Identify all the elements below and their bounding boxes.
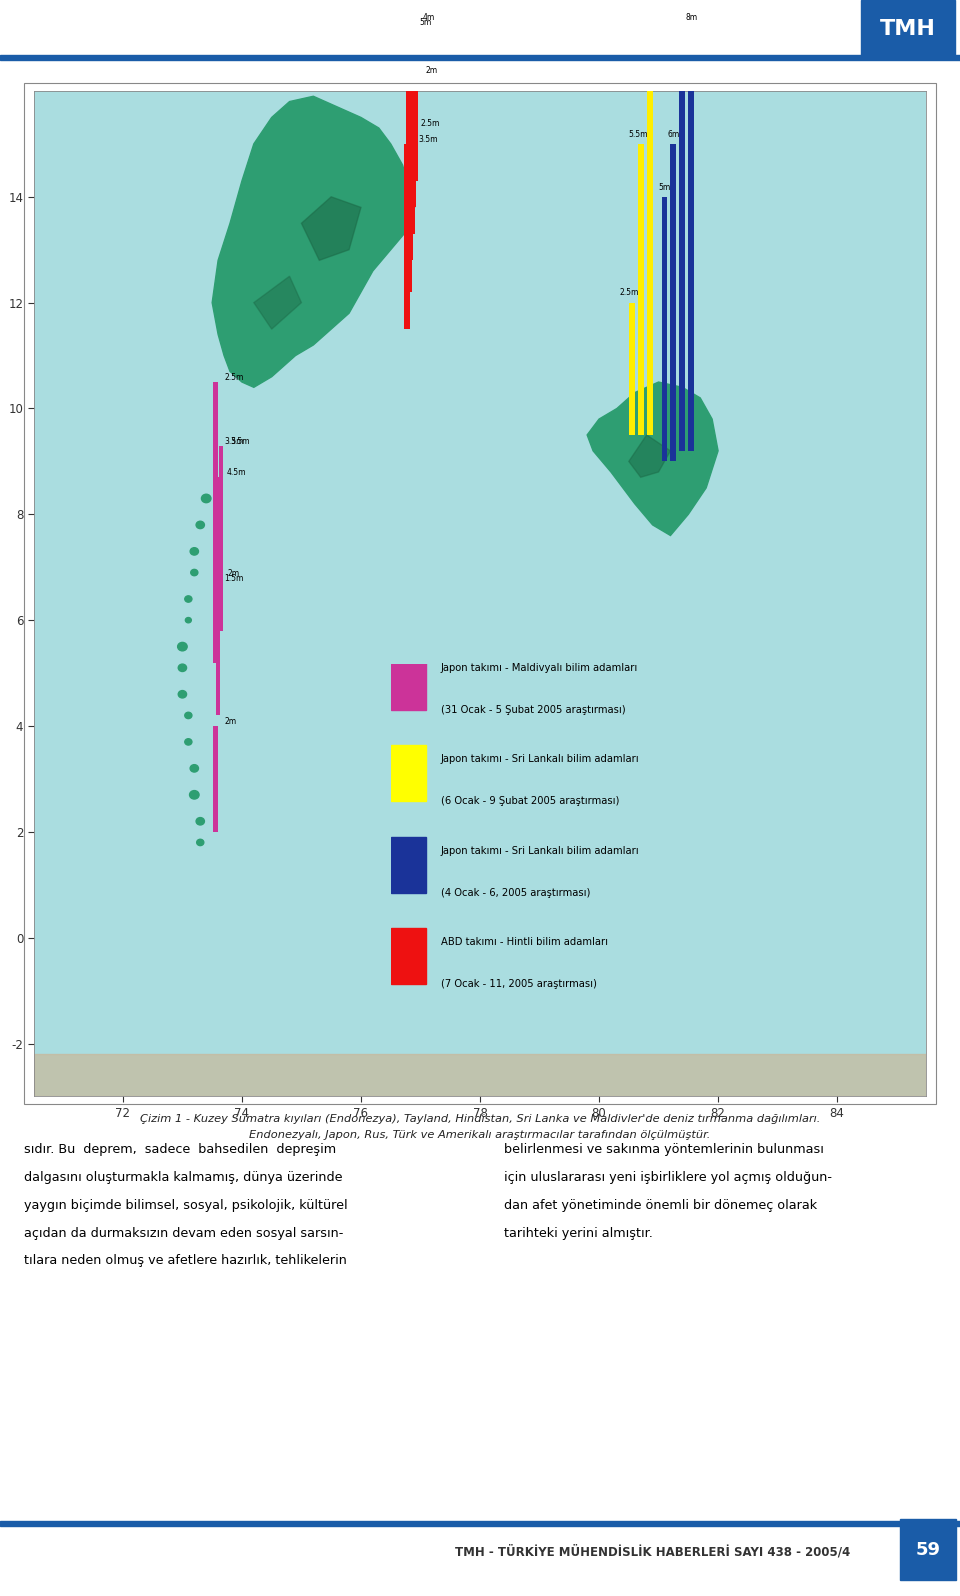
Circle shape (184, 712, 192, 718)
Bar (213, 445, 218, 630)
Bar (391, 653, 425, 710)
Text: Çizim 1 - Kuzey Sumatra kıyıları (Endonezya), Tayland, Hindistan, Sri Lanka ve M: Çizim 1 - Kuzey Sumatra kıyıları (Endone… (140, 1114, 820, 1124)
Text: 3.5m: 3.5m (230, 437, 250, 445)
Circle shape (197, 839, 204, 846)
Circle shape (202, 495, 211, 503)
Bar (0, 1521, 960, 1526)
Bar (661, 196, 667, 461)
Text: 2.5m: 2.5m (420, 120, 440, 128)
Text: 2.5m: 2.5m (619, 289, 638, 297)
Circle shape (196, 522, 204, 528)
Bar (680, 0, 685, 450)
Text: 3.5m: 3.5m (419, 136, 438, 144)
Circle shape (179, 691, 186, 697)
Bar (213, 381, 218, 514)
Bar (406, 27, 412, 292)
Bar (900, 1519, 956, 1580)
Text: yaygın biçimde bilimsel, sosyal, psikolojik, kültürel: yaygın biçimde bilimsel, sosyal, psikolo… (24, 1199, 348, 1211)
Circle shape (185, 618, 191, 622)
Bar (34, 1053, 926, 1096)
Circle shape (179, 664, 186, 672)
Bar (24, 83, 936, 1104)
Text: 5m: 5m (420, 19, 432, 27)
Text: sıdır. Bu  deprem,  sadece  bahsedilen  depreşim: sıdır. Bu deprem, sadece bahsedilen depr… (24, 1143, 336, 1156)
Text: Japon takımı - Sri Lankalı bilim adamları: Japon takımı - Sri Lankalı bilim adamlar… (441, 846, 639, 855)
Text: 4.5m: 4.5m (227, 468, 247, 477)
Text: Japon takımı - Maldivyalı bilim adamları: Japon takımı - Maldivyalı bilim adamları (441, 662, 638, 672)
Text: ABD takımı - Hintli bilim adamları: ABD takımı - Hintli bilim adamları (441, 937, 608, 946)
Bar (409, 22, 415, 235)
Bar (391, 836, 425, 892)
Text: dalgasını oluşturmakla kalmamış, dünya üzerinde: dalgasını oluşturmakla kalmamış, dünya ü… (24, 1171, 343, 1184)
Bar (404, 144, 410, 329)
Bar (213, 726, 218, 832)
Bar (213, 583, 218, 662)
Polygon shape (212, 96, 415, 388)
Text: TMH: TMH (880, 19, 936, 38)
Text: belirlenmesi ve sakınma yöntemlerinin bulunması: belirlenmesi ve sakınma yöntemlerinin bu… (504, 1143, 824, 1156)
Text: dan afet yönetiminde önemli bir dönemeç olarak: dan afet yönetiminde önemli bir dönemeç … (504, 1199, 817, 1211)
Text: 59: 59 (916, 1540, 941, 1559)
Text: Japon takımı - Sri Lankalı bilim adamları: Japon takımı - Sri Lankalı bilim adamlar… (441, 755, 639, 764)
Bar (637, 144, 644, 436)
Polygon shape (301, 196, 361, 260)
Bar (407, 128, 413, 260)
Bar (412, 75, 418, 180)
Circle shape (190, 547, 199, 555)
Text: (7 Ocak - 11, 2005 araştırması): (7 Ocak - 11, 2005 araştırması) (441, 980, 596, 990)
Circle shape (196, 817, 204, 825)
Circle shape (178, 643, 187, 651)
Bar (216, 477, 221, 715)
Polygon shape (253, 276, 301, 329)
Text: tılara neden olmuş ve afetlere hazırlık, tehlikelerin: tılara neden olmuş ve afetlere hazırlık,… (24, 1254, 347, 1267)
Text: açıdan da durmaksızın devam eden sosyal sarsın-: açıdan da durmaksızın devam eden sosyal … (24, 1226, 344, 1240)
Circle shape (190, 764, 199, 772)
Polygon shape (629, 436, 670, 477)
Text: 1.5m: 1.5m (224, 575, 244, 583)
Text: 6m: 6m (667, 129, 680, 139)
Text: (6 Ocak - 9 Şubat 2005 araştırması): (6 Ocak - 9 Şubat 2005 araştırması) (441, 796, 619, 806)
Polygon shape (588, 381, 718, 536)
Bar (219, 445, 224, 630)
Circle shape (184, 739, 192, 745)
Text: için uluslararası yeni işbirliklere yol açmış olduğun-: için uluslararası yeni işbirliklere yol … (504, 1171, 832, 1184)
Bar (391, 927, 425, 985)
Text: 2.5m: 2.5m (224, 373, 244, 381)
Text: 5.5m: 5.5m (628, 129, 647, 139)
Text: 8m: 8m (685, 13, 697, 22)
Text: tarihteki yerini almıştır.: tarihteki yerini almıştır. (504, 1226, 653, 1240)
Text: TMH - TÜRKİYE MÜHENDİSLİK HABERLERİ SAYI 438 - 2005/4: TMH - TÜRKİYE MÜHENDİSLİK HABERLERİ SAYI… (455, 1545, 851, 1558)
Bar (410, 0, 417, 207)
Circle shape (189, 790, 199, 800)
Bar (216, 578, 221, 683)
Text: 2m: 2m (425, 65, 438, 75)
Text: 4m: 4m (422, 13, 435, 22)
Circle shape (184, 595, 192, 602)
Bar (0, 54, 960, 59)
Bar (647, 0, 653, 436)
Bar (670, 144, 677, 461)
Bar (409, 0, 415, 155)
Bar (688, 27, 694, 450)
Bar (629, 303, 635, 436)
Bar (391, 745, 425, 801)
Text: 2m: 2m (227, 568, 239, 578)
Text: 3.5m: 3.5m (224, 437, 244, 445)
Circle shape (191, 570, 198, 576)
Text: Endonezyalı, Japon, Rus, Türk ve Amerikalı araştırmacılar tarafından ölçülmüştür: Endonezyalı, Japon, Rus, Türk ve Amerika… (250, 1130, 710, 1140)
Text: (4 Ocak - 6, 2005 araştırması): (4 Ocak - 6, 2005 araştırması) (441, 887, 590, 899)
Text: 2m: 2m (224, 717, 236, 726)
Bar (861, 0, 955, 57)
Text: (31 Ocak - 5 Şubat 2005 araştırması): (31 Ocak - 5 Şubat 2005 araştırması) (441, 705, 625, 715)
Text: 5m: 5m (659, 182, 671, 192)
